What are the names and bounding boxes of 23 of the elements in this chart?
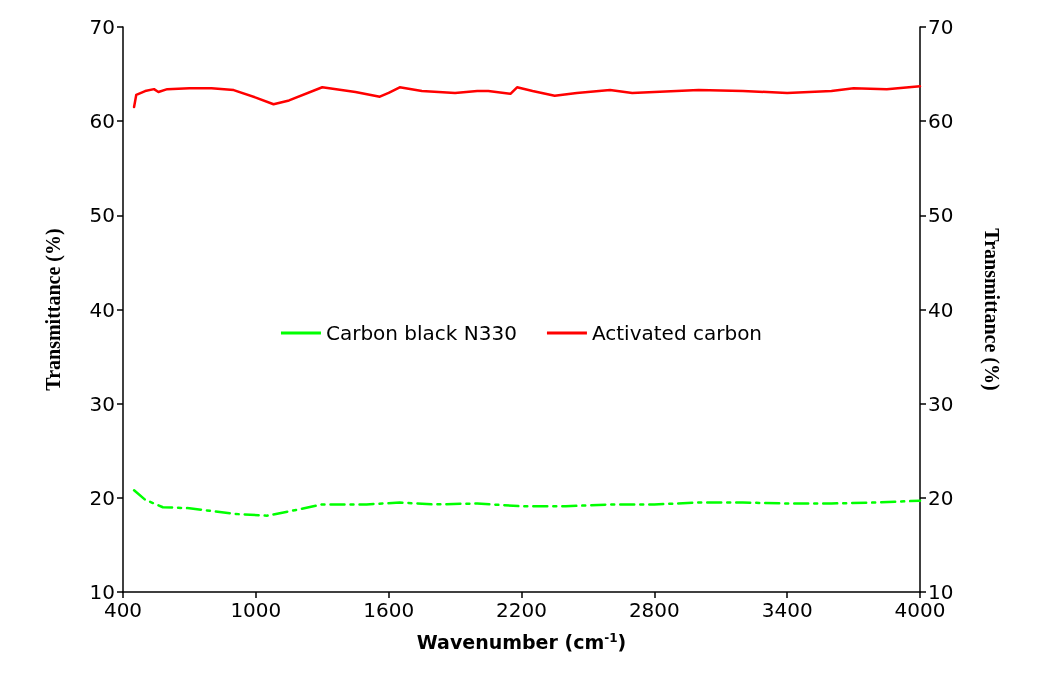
y2-tick-label: 60: [928, 109, 954, 134]
x-tick-label: 2200: [496, 598, 547, 622]
line-series: [132, 489, 922, 517]
y2-tick-label: 40: [928, 297, 954, 322]
y2-axis-title: Transmittance (%): [980, 228, 1003, 391]
y2-tick-label: 30: [928, 391, 954, 416]
line-series: [132, 85, 922, 109]
y-tick-label: 70: [89, 15, 115, 39]
y-tick-label: 20: [89, 485, 115, 510]
x-tick-label: 1600: [363, 598, 415, 622]
x-tick-label: 1000: [230, 598, 282, 622]
y2-tick-label: 70: [928, 15, 954, 39]
y2-tick-label: 50: [928, 203, 954, 228]
x-tick-label: 2800: [628, 598, 680, 622]
x-tick-label: 3400: [761, 598, 813, 622]
legend-label: Carbon black N330: [325, 321, 517, 345]
y2-tick-label: 20: [928, 485, 954, 510]
y-tick-label: 30: [89, 391, 115, 416]
y-axis-title: Transmittance (%): [42, 228, 65, 391]
y-tick-label: 50: [89, 203, 115, 228]
y-tick-label: 60: [89, 109, 115, 134]
y-tick-label: 40: [89, 297, 115, 322]
legend-label: Activated carbon: [591, 321, 763, 345]
